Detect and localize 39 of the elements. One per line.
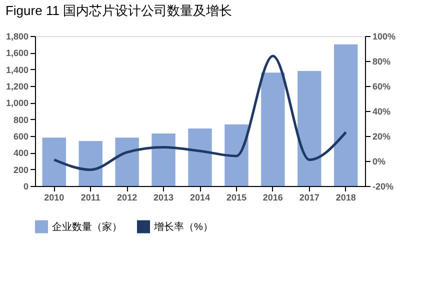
legend-label: 企业数量（家） xyxy=(52,220,122,233)
y2-tick-label: 0% xyxy=(372,156,386,166)
bar xyxy=(42,138,66,186)
x-tick-label: 2015 xyxy=(226,192,246,202)
y-tick-label: 0 xyxy=(23,182,28,192)
bar xyxy=(298,71,322,186)
x-tick-label: 2017 xyxy=(299,192,320,202)
bar xyxy=(115,138,139,186)
y-tick-label: 1,800 xyxy=(6,32,28,42)
bar xyxy=(334,44,358,186)
x-tick-label: 2011 xyxy=(80,192,100,202)
legend-label: 增长率（%） xyxy=(153,220,213,233)
y-tick-label: 600 xyxy=(13,132,28,142)
y2-tick-label: 40% xyxy=(372,106,391,116)
y2-tick-label: 20% xyxy=(372,132,391,142)
y-tick-label: 200 xyxy=(13,164,28,175)
bar xyxy=(152,134,176,186)
bar xyxy=(224,124,248,186)
y2-tick-label: -20% xyxy=(372,182,394,192)
x-tick-label: 2013 xyxy=(154,192,174,202)
x-tick-label: 2012 xyxy=(117,192,138,202)
bar xyxy=(78,141,102,186)
y2-tick-label: 60% xyxy=(372,82,391,92)
y-tick-label: 800 xyxy=(13,114,28,125)
y-tick-label: 1,400 xyxy=(6,64,28,75)
y-tick-label: 400 xyxy=(13,148,28,158)
y2-tick-label: 100% xyxy=(372,32,396,42)
y-tick-label: 1,600 xyxy=(6,48,28,58)
y-tick-label: 1,200 xyxy=(6,82,28,92)
bar xyxy=(188,128,212,186)
x-tick-label: 2016 xyxy=(262,192,283,202)
chart-title: Figure 11 国内芯片设计公司数量及增长 xyxy=(5,3,232,18)
x-tick-label: 2014 xyxy=(190,192,210,202)
x-tick-label: 2018 xyxy=(336,192,356,202)
y-tick-label: 1,000 xyxy=(6,98,28,108)
y2-tick-label: 80% xyxy=(372,56,391,66)
x-tick-label: 2010 xyxy=(44,192,64,202)
line-series xyxy=(52,54,348,171)
bar xyxy=(261,72,285,186)
